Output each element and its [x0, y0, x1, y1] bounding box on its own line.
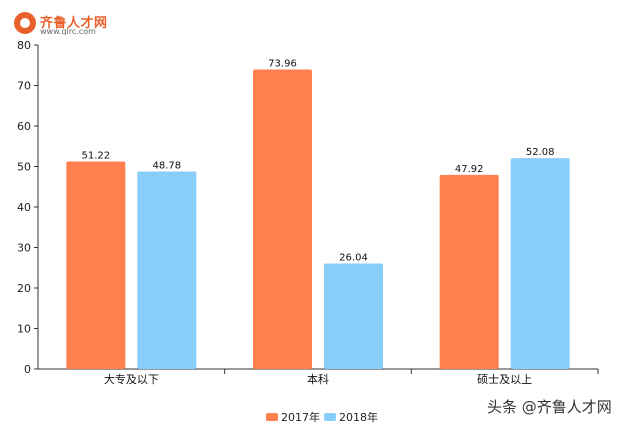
- legend-label: 2018年: [339, 411, 378, 424]
- y-tick-label: 60: [17, 120, 31, 133]
- logo-text: 齐鲁人才网: [40, 16, 108, 31]
- bar: [137, 171, 197, 369]
- data-label: 52.08: [526, 147, 555, 158]
- bar: [510, 158, 570, 369]
- category-label: 硕士及以上: [477, 373, 532, 386]
- legend-swatch: [324, 413, 336, 421]
- legend: 2017年 2018年: [266, 409, 382, 425]
- bar: [66, 161, 126, 369]
- legend-item: 2018年: [324, 409, 378, 425]
- data-label: 51.22: [82, 151, 111, 162]
- bar: [439, 174, 499, 369]
- bar-chart: 0 10 20 30 40 50 60 70 80 51.22 48.78 大专及以下 73.96 26.…: [17, 39, 599, 386]
- data-label: 26.04: [339, 253, 368, 264]
- y-tick-label: 30: [17, 242, 31, 255]
- bar: [253, 69, 312, 369]
- data-label: 47.92: [455, 164, 484, 175]
- legend-label: 2017年: [281, 411, 320, 424]
- y-tick-label: 0: [24, 363, 31, 376]
- bar: [324, 263, 383, 369]
- logo-url: www.qlrc.com: [40, 27, 96, 36]
- logo: 齐鲁人才网 www.qlrc.com: [6, 5, 116, 36]
- frog-logo-icon: [14, 12, 36, 34]
- y-tick-label: 70: [17, 80, 31, 93]
- legend-item: 2017年: [266, 409, 320, 425]
- y-tick-label: 10: [17, 323, 31, 336]
- category-label: 大专及以下: [104, 372, 159, 386]
- watermark: 头条 @齐鲁人才网: [487, 398, 612, 416]
- y-tick-label: 50: [17, 161, 31, 174]
- y-tick-label: 80: [17, 39, 31, 52]
- category-label: 本科: [307, 372, 329, 386]
- data-label: 73.96: [268, 58, 297, 69]
- y-tick-label: 20: [17, 282, 31, 295]
- y-tick-label: 40: [17, 201, 31, 214]
- data-label: 48.78: [153, 160, 182, 171]
- legend-swatch: [266, 413, 278, 421]
